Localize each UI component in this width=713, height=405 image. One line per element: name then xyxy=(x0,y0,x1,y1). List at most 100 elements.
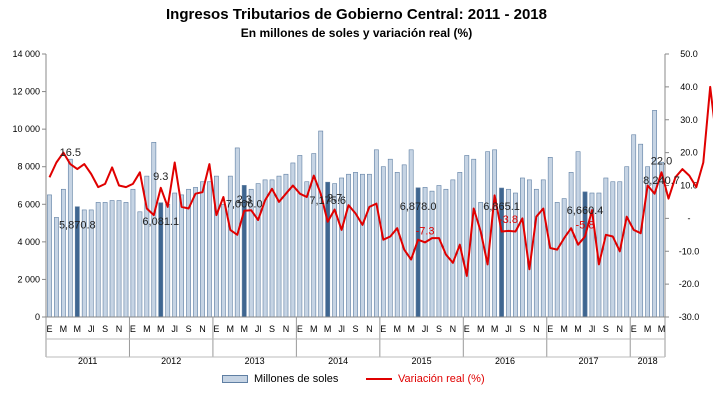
year-label: 2018 xyxy=(638,356,658,366)
y-right-tick-label: 30.0 xyxy=(680,115,698,125)
chart-title: Ingresos Tributarios de Gobierno Central… xyxy=(166,6,547,23)
x-tick-label: S xyxy=(603,324,609,334)
x-tick-label: Jl xyxy=(171,324,178,334)
year-label: 2015 xyxy=(412,356,432,366)
x-tick-label: E xyxy=(380,324,386,334)
bar xyxy=(172,192,178,318)
bar xyxy=(297,155,303,318)
x-tick-label: E xyxy=(213,324,219,334)
bar xyxy=(304,181,310,318)
y-left-tick-label: 12 000 xyxy=(12,87,40,97)
x-tick-label: E xyxy=(464,324,470,334)
bar xyxy=(116,200,122,318)
x-tick-label: M xyxy=(658,324,666,334)
bar xyxy=(520,177,525,318)
bar-data-label: 7,006.0 xyxy=(226,198,263,210)
x-tick-label: E xyxy=(130,324,136,334)
bar xyxy=(492,149,497,318)
x-tick-label: M xyxy=(240,324,248,334)
bar xyxy=(353,172,358,318)
x-tick-label: M xyxy=(644,324,652,334)
line-data-label: 22.0 xyxy=(651,155,672,167)
x-tick-label: Jl xyxy=(589,324,596,334)
bar xyxy=(610,181,616,318)
bar xyxy=(130,188,136,318)
x-tick-label: E xyxy=(631,324,637,334)
bar xyxy=(436,185,442,318)
bar xyxy=(67,158,73,318)
bar xyxy=(200,181,205,318)
y-right-tick-label: 50.0 xyxy=(680,49,698,59)
year-label: 2017 xyxy=(578,356,598,366)
x-tick-label: Jl xyxy=(255,324,262,334)
bar xyxy=(137,211,143,318)
legend-line-swatch xyxy=(366,378,392,380)
year-label: 2011 xyxy=(78,356,97,366)
y-right-tick-label: 10.0 xyxy=(680,181,698,191)
bar xyxy=(179,194,185,318)
y-right-tick-label: 40.0 xyxy=(680,82,698,92)
x-tick-label: Jl xyxy=(338,324,345,334)
y-left-tick-label: 6 000 xyxy=(17,199,40,209)
bar xyxy=(603,177,609,318)
y-right-tick-label: - xyxy=(688,213,691,223)
bar xyxy=(540,179,546,318)
bar xyxy=(109,200,115,318)
bar xyxy=(346,173,351,318)
bar xyxy=(450,179,456,318)
bar xyxy=(193,187,198,318)
y-left-tick-label: 8 000 xyxy=(17,162,40,172)
x-tick-label: Jl xyxy=(88,324,95,334)
bar xyxy=(575,151,581,318)
x-tick-label: M xyxy=(60,324,68,334)
bar xyxy=(624,166,630,318)
line-data-label: 2.7 xyxy=(327,192,342,204)
x-tick-label: M xyxy=(491,324,499,334)
bar xyxy=(95,202,101,318)
x-tick-label: N xyxy=(366,324,373,334)
year-label: 2014 xyxy=(328,356,348,366)
bar-data-label: 8,240.7 xyxy=(643,175,680,187)
x-tick-label: S xyxy=(436,324,442,334)
chart-subtitle: En millones de soles y variación real (%… xyxy=(240,26,473,40)
bar xyxy=(561,198,567,318)
bar xyxy=(47,194,52,318)
bar xyxy=(568,172,574,318)
line-data-label: -7.3 xyxy=(416,225,435,237)
x-tick-label: S xyxy=(186,324,192,334)
bar-data-label: 5,870.8 xyxy=(59,220,96,232)
bar xyxy=(227,175,233,318)
line-data-label: 9.3 xyxy=(153,171,168,183)
bar xyxy=(207,181,212,318)
x-tick-label: M xyxy=(157,324,165,334)
x-tick-label: M xyxy=(324,324,332,334)
x-tick-label: M xyxy=(310,324,318,334)
x-tick-label: M xyxy=(477,324,485,334)
x-tick-label: N xyxy=(533,324,540,334)
x-tick-label: M xyxy=(74,324,82,334)
line-data-label: 16.5 xyxy=(60,147,81,159)
bar xyxy=(408,149,414,318)
x-tick-label: E xyxy=(46,324,52,334)
bar xyxy=(269,179,275,318)
bar xyxy=(401,164,407,318)
legend-item-line: Variación real (%) xyxy=(366,373,485,385)
x-tick-label: M xyxy=(574,324,582,334)
x-tick-label: N xyxy=(617,324,624,334)
x-tick-label: N xyxy=(283,324,290,334)
bar xyxy=(533,188,539,318)
bar xyxy=(360,173,365,318)
bar xyxy=(526,179,532,318)
year-label: 2012 xyxy=(161,356,181,366)
bar xyxy=(471,158,477,318)
bar xyxy=(478,202,484,318)
x-tick-label: S xyxy=(102,324,108,334)
line-data-label: -5.8 xyxy=(576,219,595,231)
bar-data-label: 6,865.1 xyxy=(483,201,520,213)
x-tick-label: N xyxy=(116,324,123,334)
x-tick-label: M xyxy=(407,324,415,334)
y-left-tick-label: 4 000 xyxy=(17,237,40,247)
legend-bar-swatch xyxy=(222,375,248,383)
bar xyxy=(123,202,129,318)
bar xyxy=(652,110,657,318)
